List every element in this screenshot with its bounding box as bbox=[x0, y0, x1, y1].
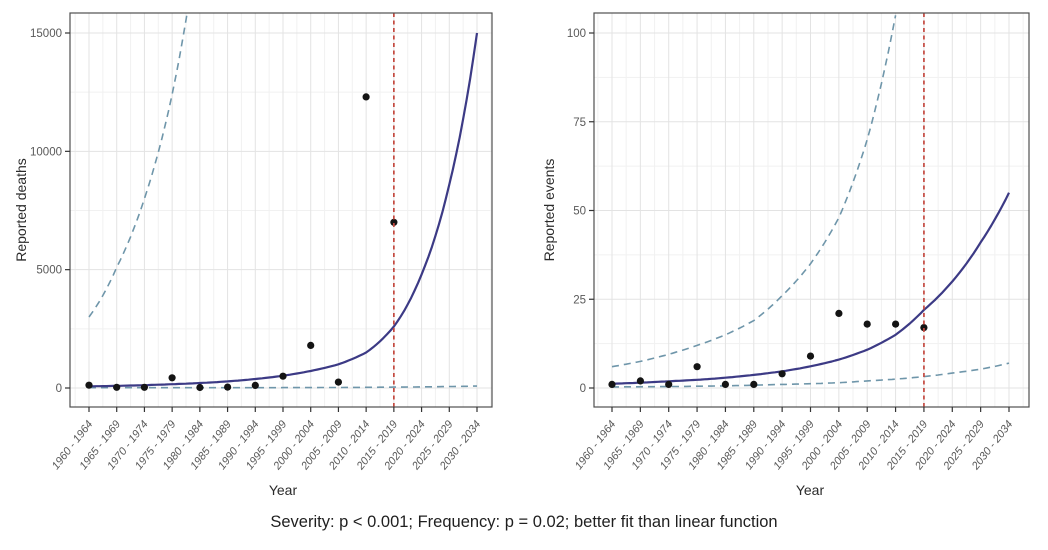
data-point bbox=[806, 352, 815, 360]
y-tick-label: 0 bbox=[56, 383, 62, 395]
x-axis-title-severity: Year bbox=[268, 482, 298, 498]
data-point bbox=[251, 381, 259, 389]
data-point bbox=[113, 383, 121, 391]
y-axis-title-severity: Reported deaths bbox=[13, 158, 29, 262]
y-tick-label: 0 bbox=[580, 383, 586, 395]
data-point bbox=[721, 380, 730, 388]
data-point bbox=[168, 374, 176, 382]
data-point bbox=[85, 381, 93, 389]
curves-group bbox=[611, 15, 1010, 388]
data-point bbox=[778, 370, 786, 378]
lower-confidence-band bbox=[88, 385, 477, 389]
y-tick-label: 5000 bbox=[36, 265, 62, 277]
y-tick-label: 15000 bbox=[30, 28, 62, 40]
data-point bbox=[334, 378, 342, 386]
fitted-curve bbox=[611, 192, 1010, 385]
y-tick-label: 25 bbox=[573, 294, 586, 306]
data-point bbox=[140, 383, 148, 391]
data-point bbox=[636, 377, 645, 385]
data-point bbox=[693, 363, 701, 371]
data-point bbox=[362, 93, 370, 101]
data-point bbox=[196, 383, 204, 392]
y-tick-label: 10000 bbox=[30, 146, 62, 158]
y-axis-title-frequency: Reported events bbox=[541, 158, 557, 262]
figure-caption: Severity: p < 0.001; Frequency: p = 0.02… bbox=[270, 513, 778, 531]
data-point bbox=[750, 380, 758, 388]
data-point bbox=[608, 380, 616, 388]
data-point bbox=[224, 383, 232, 391]
data-point bbox=[892, 320, 900, 328]
y-tick-label: 100 bbox=[567, 28, 586, 40]
data-point bbox=[863, 320, 871, 328]
lower-confidence-band bbox=[612, 362, 1010, 388]
upper-confidence-band bbox=[611, 15, 897, 368]
y-tick-label: 50 bbox=[573, 206, 586, 218]
data-point bbox=[665, 380, 673, 388]
data-point bbox=[835, 309, 843, 317]
x-axis-title-frequency: Year bbox=[795, 482, 825, 498]
data-point bbox=[307, 341, 315, 349]
y-tick-label: 75 bbox=[573, 117, 586, 129]
panel-border bbox=[69, 12, 493, 408]
data-point bbox=[920, 324, 928, 332]
data-point bbox=[279, 372, 287, 380]
data-point bbox=[390, 218, 398, 226]
